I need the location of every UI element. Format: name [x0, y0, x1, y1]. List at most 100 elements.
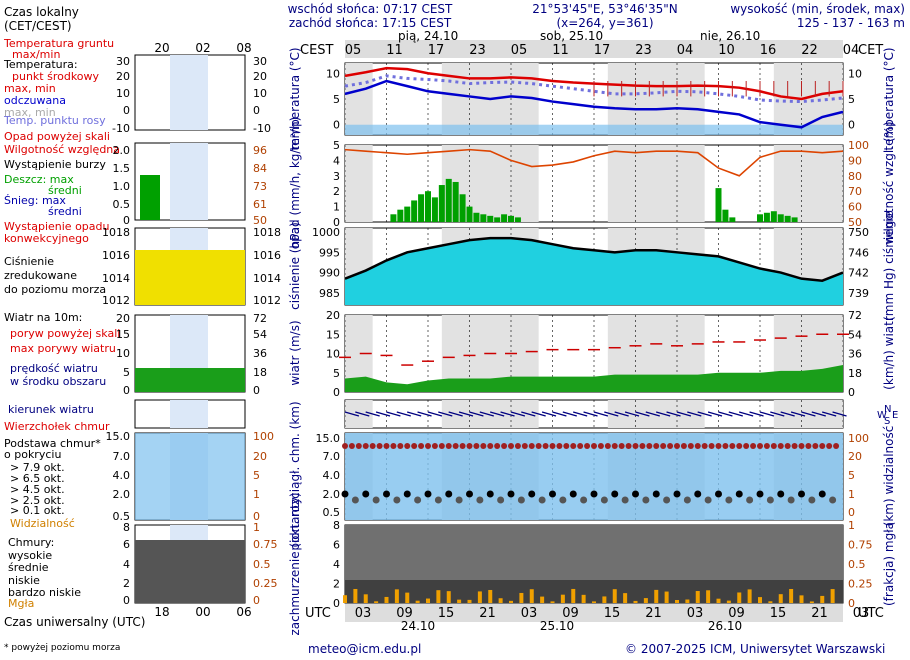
precip-tick-left: 0: [333, 216, 340, 229]
fog-bar: [830, 589, 835, 603]
apparent-temp-line: [344, 79, 844, 129]
cloud-top-dot: [770, 443, 777, 449]
fog-bar: [747, 589, 752, 603]
panel-ylabel-right: wilgotność wzgl. (%): [882, 121, 896, 244]
fog-bar: [706, 590, 711, 603]
legend-night-1: [170, 143, 208, 220]
cloudbase-tick-left: 2.0: [323, 488, 341, 501]
cloud-base-dot: [393, 496, 401, 504]
cloud-top-dot: [584, 443, 591, 449]
cloud-top-dot: [639, 443, 646, 449]
pressure-tick-right: 742: [848, 267, 869, 280]
fog-bar: [560, 594, 565, 603]
legend-fog-tick-right: 0.25: [253, 577, 278, 590]
legend-winddir-item: kierunek wiatru: [8, 403, 94, 416]
legend-humidity-tick-right: 73: [253, 180, 267, 193]
fog-bar: [477, 591, 482, 603]
top-hour-label: 16: [760, 43, 777, 58]
bottom-hour-label: 15: [604, 606, 621, 621]
legend-fog-tick-right: 0.5: [253, 558, 271, 571]
cloud-base-dot: [777, 490, 785, 498]
panel-bg-4: [344, 399, 844, 429]
wind-arrow: [469, 411, 484, 417]
wind-arrow: [562, 411, 577, 417]
cloud-base-dot: [756, 490, 764, 498]
legend-wind-item: max porywy wiatru: [10, 342, 116, 355]
legend-pressure-tick-left: 1014: [102, 272, 130, 285]
low-cloud-band: [345, 580, 843, 603]
sun-times: wschód słońca: 07:17 CEST zachód słońca:…: [285, 2, 455, 30]
legend-temp-tick-right: 30: [253, 55, 267, 68]
wind-arrow: [396, 411, 411, 417]
legend-wind-tick-left: 10: [116, 347, 130, 360]
wind-tick-right: 36: [848, 348, 862, 361]
cloud-top-dot: [826, 443, 833, 449]
wind-arrow: [614, 411, 629, 417]
cloud-base-dot: [642, 496, 650, 504]
cloud-top-dot: [521, 443, 528, 449]
top-hour-label: 10: [718, 43, 735, 58]
fog-tick-right: 0.25: [848, 578, 873, 591]
wind-arrow: [801, 411, 816, 417]
rain-bar: [431, 197, 438, 222]
bottom-hour-label: 21: [811, 606, 828, 621]
rain-bar: [411, 200, 418, 222]
cloud-base-dot: [787, 496, 795, 504]
cloud-top-dot: [362, 443, 369, 449]
wind-dir-w: W: [877, 410, 887, 421]
rain-bar: [452, 181, 459, 222]
humidity-tick-right: 100: [848, 139, 869, 152]
cloud-top-dot: [597, 443, 604, 449]
rain-bar: [390, 214, 397, 222]
legend-wind-tick-left: 0: [123, 384, 130, 397]
top-hour-label: 23: [469, 43, 486, 58]
legend-visibility-tick-right: 1: [253, 488, 260, 501]
legend-precip-item: Deszcz: max: [4, 173, 74, 186]
legend-cloudbase-item: > 7.9 okt.: [10, 461, 65, 474]
cloud-base-dot: [818, 490, 826, 498]
wind-arrow: [604, 411, 619, 417]
legend-precip-item: średni: [48, 205, 82, 218]
legend-wind-tick-right: 72: [253, 312, 267, 325]
fog-bar: [394, 589, 399, 603]
temp-tick-left: 10: [326, 67, 340, 80]
rain-bar: [770, 211, 777, 222]
bottom-hour-label: 15: [770, 606, 787, 621]
panel-ylabel-left: opad (mm/h, kg/m²/h): [288, 117, 302, 250]
wind-arrow: [365, 411, 380, 417]
pressure-tick-left: 995: [319, 246, 340, 259]
cloud-top-dot: [757, 443, 763, 449]
fog-bar: [353, 588, 358, 603]
cloud-top-dot: [549, 443, 556, 449]
contact-email[interactable]: meteo@icm.edu.pl: [308, 642, 422, 656]
fog-tick-right: 1: [848, 519, 855, 532]
humidity-tick-right: 80: [848, 170, 862, 183]
legend-fog-tick-right: 1: [253, 521, 260, 534]
top-hour-label: 11: [386, 43, 403, 58]
wind-arrow: [687, 411, 702, 417]
sunset-text: zachód słońca: 17:15 CEST: [288, 16, 452, 30]
cloud-base-dot: [486, 490, 494, 498]
fog-bar: [654, 589, 659, 603]
legend-cloudbase-tick-left: 4.0: [113, 469, 131, 482]
fog-bar: [457, 599, 462, 603]
cloudbase-tick-left: 15.0: [316, 432, 341, 445]
rain-bar: [784, 215, 791, 222]
cloudiness-tick-left: 6: [333, 539, 340, 552]
wind-arrow: [832, 411, 847, 417]
bottom-hour-label: 03: [355, 606, 372, 621]
visibility-tick-right: 20: [848, 450, 862, 463]
legend-clouds-item: niskie: [8, 574, 40, 587]
legend-temp-item: max/min: [12, 48, 60, 61]
fog-bar: [685, 599, 690, 603]
wind-arrow: [749, 411, 764, 417]
top-hour-label: 17: [428, 43, 445, 58]
legend-visibility-tick-right: 5: [253, 469, 260, 482]
panel-ylabel-right: (mm Hg) ciśnienie: [882, 211, 896, 321]
cloudiness-tick-left: 4: [333, 558, 340, 571]
top-axis-left-label: CEST: [300, 43, 334, 58]
pressure-tick-right: 746: [848, 246, 869, 259]
humidity-tick-right: 90: [848, 154, 862, 167]
legend-cloudiness-tick-left: 6: [123, 538, 130, 551]
cloud-top-dot: [687, 443, 694, 449]
